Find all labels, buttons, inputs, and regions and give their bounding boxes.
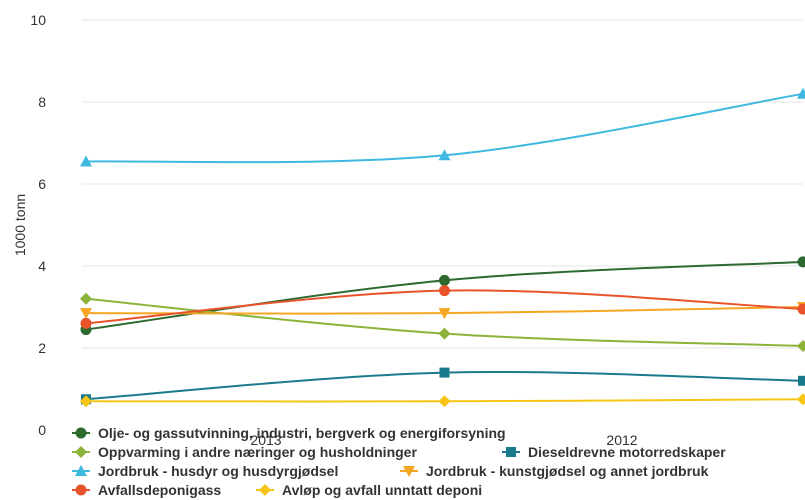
y-axis-title: 1000 tonn <box>12 194 28 256</box>
series-4-point-0 <box>80 308 92 320</box>
legend-marker-1 <box>75 446 87 458</box>
legend-label-1: Oppvarming i andre næringer og husholdni… <box>98 444 417 460</box>
y-axis-ticks: 0 2 4 6 8 10 <box>30 12 46 438</box>
legend-item-5: Avfallsdeponigass <box>72 482 221 498</box>
series-6-point-2 <box>797 393 805 406</box>
y-tick-label-4: 8 <box>38 94 46 110</box>
legend: Olje- og gassutvinning, industri, bergve… <box>72 425 726 498</box>
x-tick-label-0: 2013 <box>250 432 281 448</box>
legend-label-0: Olje- og gassutvinning, industri, bergve… <box>98 425 506 441</box>
series-5-point-1 <box>439 285 450 297</box>
series-5-point-2 <box>797 303 805 315</box>
series-0-point-2 <box>797 256 805 268</box>
series-1-point-1 <box>438 327 451 340</box>
y-tick-label-2: 4 <box>38 258 46 274</box>
legend-marker-4 <box>403 466 415 477</box>
y-tick-label-3: 6 <box>38 176 46 192</box>
series-5 <box>80 285 805 329</box>
x-tick-label-1: 2012 <box>606 432 637 448</box>
legend-label-3: Jordbruk - husdyr og husdyrgjødsel <box>98 463 338 479</box>
series-5-point-0 <box>80 317 92 329</box>
legend-marker-5 <box>75 484 87 496</box>
series-6-point-0 <box>80 395 92 408</box>
series-3-point-0 <box>80 155 92 167</box>
series-group <box>80 87 805 408</box>
legend-item-2: Dieseldrevne motorredskaper <box>502 444 726 460</box>
legend-marker-2 <box>506 447 516 457</box>
legend-label-2: Dieseldrevne motorredskaper <box>528 444 726 460</box>
legend-item-1: Oppvarming i andre næringer og husholdni… <box>72 444 417 460</box>
series-0-point-1 <box>439 274 450 286</box>
series-6-point-1 <box>438 395 451 408</box>
series-3-point-2 <box>797 87 805 99</box>
series-6 <box>80 393 805 408</box>
series-1-point-0 <box>80 292 92 305</box>
legend-label-4: Jordbruk - kunstgjødsel og annet jordbru… <box>426 463 709 479</box>
y-tick-label-5: 10 <box>30 12 46 28</box>
series-1 <box>80 292 805 352</box>
legend-marker-3 <box>75 465 87 476</box>
series-4-point-1 <box>438 308 451 320</box>
legend-item-0: Olje- og gassutvinning, industri, bergve… <box>72 425 506 441</box>
legend-label-6: Avløp og avfall unntatt deponi <box>282 482 482 498</box>
y-tick-label-0: 0 <box>38 422 46 438</box>
grid-lines <box>82 19 803 349</box>
series-2-point-1 <box>439 367 450 378</box>
legend-item-3: Jordbruk - husdyr og husdyrgjødsel <box>72 463 338 479</box>
x-axis-ticks: 2013 2012 <box>250 432 637 448</box>
legend-item-6: Avløp og avfall unntatt deponi <box>256 482 482 498</box>
legend-marker-6 <box>259 484 271 496</box>
legend-item-4: Jordbruk - kunstgjødsel og annet jordbru… <box>400 463 709 479</box>
legend-marker-0 <box>75 427 87 439</box>
series-3 <box>80 87 805 167</box>
y-tick-label-1: 2 <box>38 340 46 356</box>
series-2-point-2 <box>798 375 805 386</box>
series-3-point-1 <box>438 149 451 161</box>
series-1-point-2 <box>797 339 805 352</box>
legend-label-5: Avfallsdeponigass <box>98 482 221 498</box>
